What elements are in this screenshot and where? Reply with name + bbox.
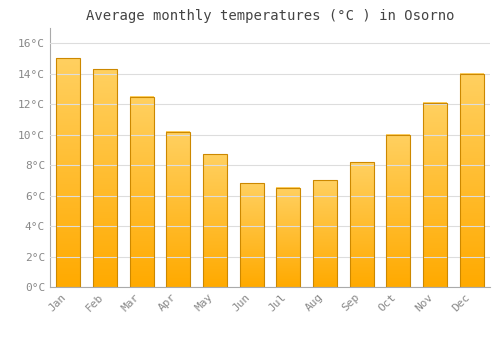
Bar xyxy=(313,180,337,287)
Bar xyxy=(203,154,227,287)
Bar xyxy=(130,97,154,287)
Bar xyxy=(350,162,374,287)
Title: Average monthly temperatures (°C ) in Osorno: Average monthly temperatures (°C ) in Os… xyxy=(86,9,454,23)
Bar xyxy=(423,103,447,287)
Bar xyxy=(93,69,117,287)
Bar xyxy=(240,183,264,287)
Bar xyxy=(56,58,80,287)
Bar xyxy=(460,74,483,287)
Bar xyxy=(166,132,190,287)
Bar xyxy=(276,188,300,287)
Bar xyxy=(386,135,410,287)
